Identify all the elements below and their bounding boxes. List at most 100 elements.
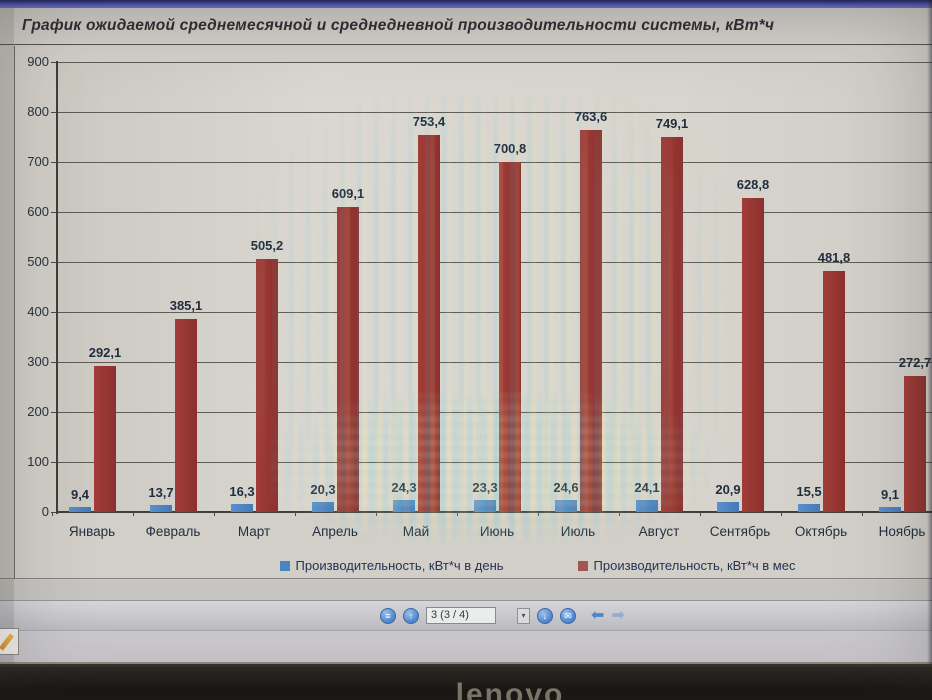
page-navigation-toolbar: ≡ ↑ 3 (3 / 4) ▾ ↓ ✉ ⬅ ➡ [0,600,932,631]
page-margin-band [0,580,932,600]
x-axis-tick [699,512,701,516]
x-axis-line [57,511,932,513]
bar-month-kwh [904,375,926,512]
chart-header: График ожидаемой среднемесячной и средне… [0,8,932,45]
chart-title: График ожидаемой среднемесячной и средне… [22,17,775,34]
x-axis-tick [861,512,863,516]
bar-month-value-label: 609,1 [331,186,365,202]
bar-day-kwh [798,504,820,512]
bar-month-kwh [580,130,602,512]
y-axis-tick-label: 500 [27,254,49,269]
previous-view-icon[interactable]: ⬅ [591,606,605,624]
bar-month-value-label: 272,7 [898,354,932,370]
x-axis-category-label: Март [237,524,271,539]
bar-month-kwh [823,271,845,512]
pages-icon[interactable]: ≡ [380,607,396,624]
x-axis-category-label: Май [402,524,430,539]
bar-day-value-label: 24,1 [634,479,660,495]
x-axis-category-label: Ноябрь [878,524,926,539]
legend-entry: Производительность, кВт*ч в день [279,558,504,573]
bar-month-kwh [94,365,116,512]
x-axis-category-label: Апрель [312,524,358,539]
y-axis-tick [51,412,56,413]
bar-month-kwh [256,259,278,512]
laptop-bezel: lenovo [0,664,932,700]
page-number-field[interactable]: 3 (3 / 4) [426,607,496,624]
legend-label: Производительность, кВт*ч в мес [593,558,796,573]
next-view-icon[interactable]: ➡ [611,606,625,624]
legend-month-swatch [577,560,588,571]
x-axis-category-label: Август [638,524,680,539]
y-axis-tick [51,162,56,163]
bar-day-value-label: 15,5 [796,484,822,500]
bar-month-value-label: 481,8 [817,250,851,266]
bar-day-kwh [393,499,415,512]
x-axis-tick [51,512,53,516]
bar-day-kwh [636,499,658,512]
bar-day-value-label: 20,9 [715,481,741,497]
gridline [57,261,932,263]
page-left-border [14,46,15,579]
y-axis-tick [51,362,56,363]
bar-day-value-label: 13,7 [148,485,174,501]
legend-day-swatch [279,560,290,571]
bar-month-kwh [337,207,359,512]
gridline [57,311,932,313]
page-up-icon[interactable]: ↑ [403,607,419,624]
y-axis-tick [51,62,56,63]
bar-day-kwh [150,505,172,512]
x-axis-category-label: Сентябрь [709,524,771,539]
bar-day-kwh [231,503,253,512]
y-axis-tick-label: 300 [27,354,49,369]
gridline [57,111,932,113]
bar-month-kwh [742,197,764,512]
x-axis-tick [456,512,458,516]
page-options-dropdown[interactable]: ▾ [517,607,530,624]
y-axis-tick-label: 200 [27,404,49,419]
bar-month-value-label: 385,1 [169,298,203,314]
page-down-icon[interactable]: ↓ [537,607,553,624]
y-axis-tick [51,212,56,213]
bar-month-value-label: 505,2 [250,238,284,254]
y-axis-tick [51,112,56,113]
x-axis-category-label: Июль [560,524,596,539]
y-axis-tick [51,512,56,513]
bar-month-kwh [418,135,440,512]
y-axis-tick-label: 0 [41,504,49,519]
bar-day-kwh [555,499,577,512]
y-axis-tick [51,312,56,313]
plot-area: 9,4 292,1 13,7 385,1 16,3 505,2 20,3 609,1 24,3 7… [57,61,932,513]
bar-day-kwh [69,507,91,512]
bar-month-kwh [661,137,683,512]
x-axis-tick [618,512,620,516]
y-axis-tick-label: 400 [27,304,49,319]
y-axis-line [56,61,58,514]
lower-screen-band [0,632,932,664]
pencil-glyph [0,633,15,651]
legend-label: Производительность, кВт*ч в день [295,558,504,573]
bar-day-value-label: 16,3 [229,483,255,499]
bar-month-value-label: 753,4 [412,114,446,130]
bar-day-kwh [717,501,739,512]
bar-day-kwh [312,501,334,512]
bar-month-value-label: 700,8 [493,140,527,156]
email-icon[interactable]: ✉ [560,607,576,624]
bar-day-value-label: 24,3 [391,479,417,495]
x-axis-category-label: Январь [68,524,116,539]
legend-entry: Производительность, кВт*ч в мес [577,558,796,573]
bar-day-kwh [474,500,496,512]
bar-month-value-label: 628,8 [736,176,770,192]
x-axis-category-label: Октябрь [794,524,848,539]
x-axis-category-label: Июнь [479,524,515,539]
chart-legend: Производительность, кВт*ч в день Производ… [15,558,932,573]
bar-month-value-label: 292,1 [88,344,122,360]
bar-day-value-label: 9,4 [70,487,90,503]
x-axis-tick [132,512,134,516]
bar-chart: 9,4 292,1 13,7 385,1 16,3 505,2 20,3 609,1 24,3 7… [15,46,932,579]
edit-pencil-icon[interactable] [0,628,19,655]
lenovo-logo: lenovo [455,678,565,700]
y-axis-tick [51,262,56,263]
bar-day-value-label: 9,1 [880,487,900,503]
gridline [57,161,932,163]
